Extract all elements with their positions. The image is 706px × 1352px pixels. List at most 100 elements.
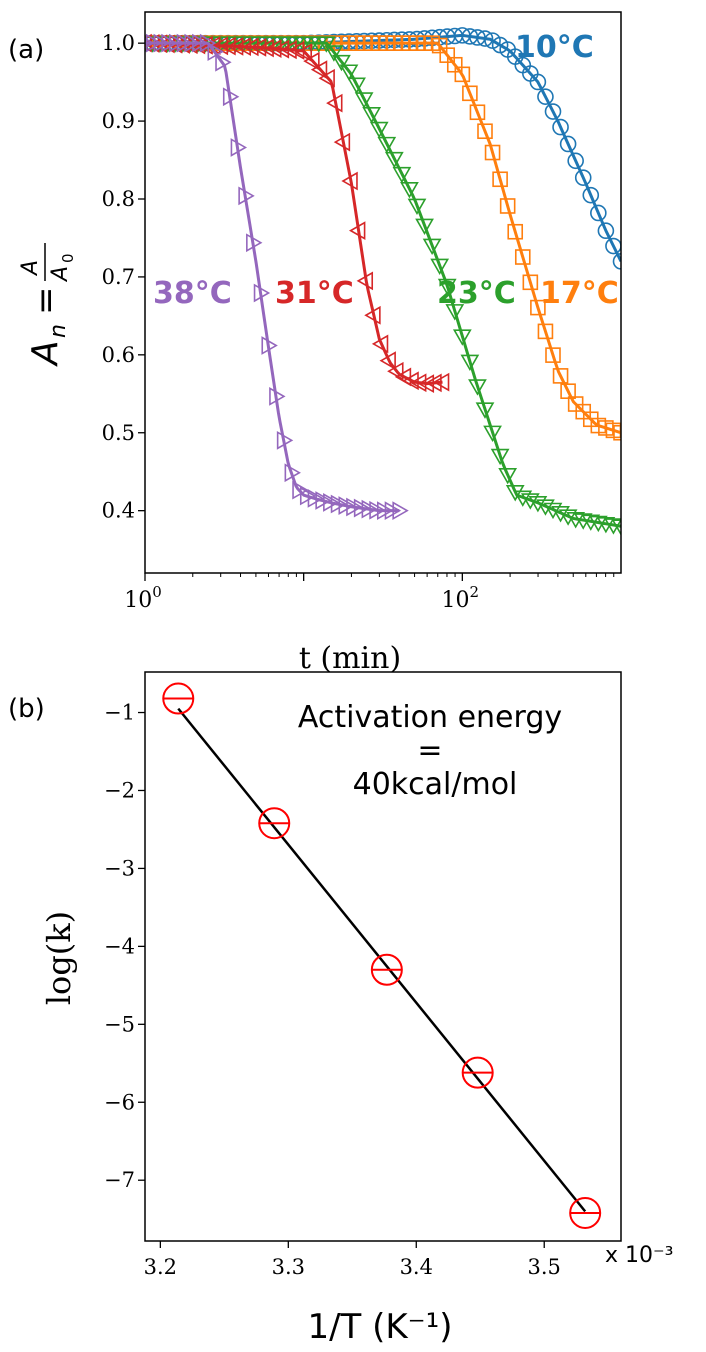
series-0-point (612, 253, 621, 270)
series-2-point (596, 516, 616, 534)
panel-b-y-ticks: −1 −2 −3 −4 −5 −6 −7 (104, 701, 145, 1192)
panel-a-x-tick-label: 100 (124, 583, 162, 613)
series-2-point (604, 518, 621, 535)
series-label-1: 17°C (540, 276, 619, 311)
panel-b-plot (162, 682, 602, 1229)
series-3-point (226, 37, 244, 56)
panel-b-y-tick-label: −4 (104, 934, 135, 958)
series-0-point (582, 186, 600, 204)
series-3-point (219, 36, 236, 56)
series-2-point (468, 379, 487, 396)
series-2-point (316, 36, 336, 53)
series-label-2: 23°C (437, 276, 516, 311)
series-2-point (362, 107, 382, 124)
series-2-point (505, 485, 525, 502)
svg-text:A: A (25, 340, 66, 367)
series-2-point (611, 519, 621, 536)
series-2-point (400, 181, 419, 199)
series-1-point (454, 66, 471, 83)
series-0-point (529, 73, 547, 91)
series-4-point (392, 501, 409, 521)
panel-b-x-tick-label: 3.4 (400, 1255, 433, 1279)
series-1-point (613, 424, 621, 441)
panel-a: (a) 0.4 0.5 0.6 0.7 0.8 0.9 1.0 100 102 t (min)… (8, 11, 622, 676)
series-1-point (477, 123, 493, 140)
series-4-point (261, 336, 278, 355)
series-2-point (415, 218, 434, 236)
series-3-point (242, 37, 259, 57)
panel-b-y-tick-label: −6 (104, 1090, 135, 1114)
series-1 (145, 35, 621, 441)
series-2-point (588, 515, 608, 533)
panel-b-y-axis-label: log(k) (40, 911, 78, 1005)
series-label-3: 31°C (275, 276, 354, 311)
series-1-point (469, 104, 486, 121)
series-0-point (574, 169, 592, 186)
series-0-point (537, 88, 554, 105)
series-2-point (566, 512, 586, 529)
panel-b-y-tick-label: −5 (104, 1012, 135, 1036)
series-3-point (348, 221, 366, 241)
series-1-point (530, 299, 546, 316)
series-2-point (369, 121, 389, 139)
series-4 (145, 33, 409, 521)
series-2-point (422, 238, 442, 256)
panel-b-y-tick-label: −1 (104, 701, 135, 725)
panel-a-y-tick-label: 0.6 (102, 343, 135, 367)
series-4-point (276, 430, 294, 450)
panel-b-x-axis-label: 1/T (K⁻¹) (307, 1307, 452, 1347)
series-3-point (303, 51, 320, 71)
panel-b-y-tick-label: −7 (104, 1168, 135, 1192)
series-2-point (581, 514, 601, 531)
series-3-point (333, 132, 351, 152)
series-3-point (249, 37, 267, 57)
series-2-point (551, 506, 570, 523)
series-2-point (339, 64, 359, 81)
series-3-line (145, 41, 443, 386)
series-2-point (407, 198, 427, 216)
panel-a-y-tick-label: 0.5 (102, 421, 135, 445)
series-0-point (590, 204, 607, 222)
svg-text:A: A (48, 266, 73, 283)
series-4-point (238, 186, 255, 206)
svg-text:=: = (26, 287, 66, 316)
series-2-point (520, 493, 540, 510)
panel-b-x-ticks: 3.2 3.3 3.4 3.5 (144, 1241, 561, 1279)
panel-b: (b) −1 −2 −3 −4 −5 −6 −7 3.2 3.3 3.4 3.5 Activati… (8, 671, 673, 1347)
series-2-point (445, 304, 465, 321)
panel-b-annotation-line-1: Activation energy (298, 700, 562, 735)
panel-a-y-tick-label: 1.0 (102, 31, 135, 55)
series-1-point (552, 368, 569, 384)
series-3-point (287, 41, 305, 60)
series-3-point (310, 60, 328, 80)
panel-b-y-tick-label: −3 (104, 856, 135, 880)
series-3-point (387, 361, 404, 381)
series-1-point (499, 198, 516, 214)
series-2-point (483, 425, 502, 442)
series-3-point (280, 40, 297, 60)
series-3-point (432, 372, 450, 392)
series-1-point (484, 144, 501, 161)
series-2-point (392, 166, 412, 184)
series-0-point (476, 30, 494, 47)
series-2-point (460, 354, 480, 372)
panel-b-y-tick-label: −2 (104, 778, 135, 802)
series-2-point (332, 54, 351, 72)
series-3-point (417, 374, 435, 394)
panel-b-x-tick-label: 3.2 (144, 1255, 177, 1279)
series-4-point (284, 463, 301, 483)
series-2-point (475, 402, 495, 419)
panel-a-y-tick-label: 0.8 (102, 187, 135, 211)
series-2-point (536, 499, 555, 516)
panel-b-label: (b) (8, 694, 45, 724)
series-1-point (507, 223, 524, 240)
series-4-point (253, 283, 271, 303)
series-3 (145, 33, 450, 394)
panel-a-y-tick-label: 0.7 (102, 265, 135, 289)
panel-a-plot (145, 27, 621, 536)
series-label-0: 10°C (515, 30, 594, 65)
svg-text:A: A (18, 260, 43, 277)
series-4-point (246, 233, 263, 253)
panel-a-frame (144, 11, 622, 574)
